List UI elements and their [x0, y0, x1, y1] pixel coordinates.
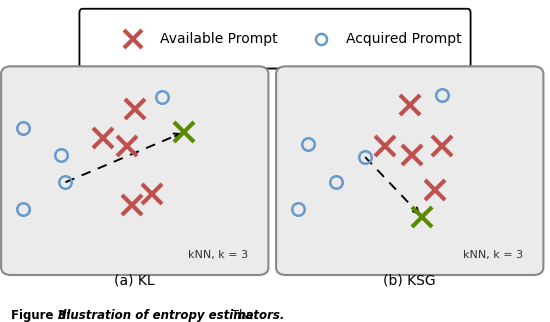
Text: Figure 3:: Figure 3:	[11, 309, 75, 322]
Text: (b) KSG: (b) KSG	[383, 274, 436, 288]
Text: Available Prompt: Available Prompt	[160, 32, 277, 46]
Text: kNN, k = 3: kNN, k = 3	[464, 250, 524, 260]
FancyBboxPatch shape	[79, 9, 471, 69]
Text: kNN, k = 3: kNN, k = 3	[189, 250, 249, 260]
Text: The: The	[228, 309, 254, 322]
FancyBboxPatch shape	[1, 66, 268, 275]
FancyBboxPatch shape	[276, 66, 543, 275]
Text: Illustration of entropy estimators.: Illustration of entropy estimators.	[58, 309, 284, 322]
Text: (a) KL: (a) KL	[114, 274, 155, 288]
Text: Acquired Prompt: Acquired Prompt	[346, 32, 462, 46]
